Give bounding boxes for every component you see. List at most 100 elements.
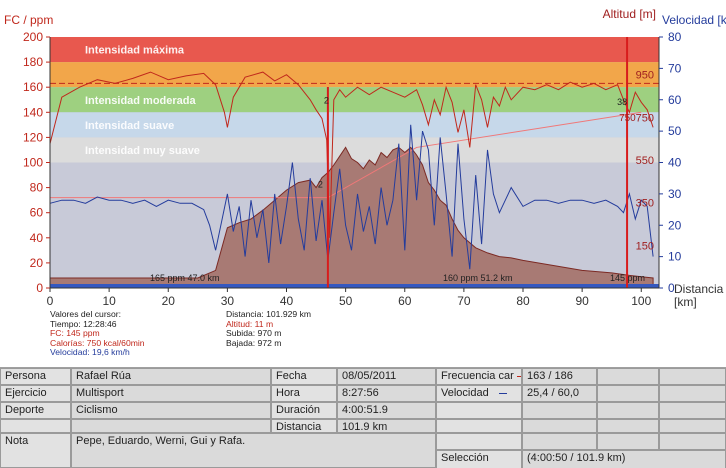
altitude-tick-label: 750 bbox=[636, 112, 654, 124]
duracion-label: Duración bbox=[271, 402, 337, 419]
blank-col4-row1 bbox=[597, 368, 659, 385]
blank-val-row4 bbox=[522, 419, 597, 433]
altitude-area bbox=[49, 146, 654, 289]
altitude-axis-title: Altitud [m] bbox=[603, 7, 656, 21]
distance-tick-label: 50 bbox=[339, 294, 353, 308]
blank-col3-row5 bbox=[436, 433, 522, 450]
hr-tick-label: 200 bbox=[23, 30, 43, 44]
cursor-calories: Calorías: 750 kcal/60min bbox=[50, 337, 145, 348]
cursor-distance: Distancia: 101.929 km bbox=[226, 309, 312, 319]
blank-col5-row2 bbox=[659, 385, 726, 402]
blank-col3-row4 bbox=[436, 419, 522, 433]
blank-col5-row3 bbox=[659, 402, 726, 419]
distancia-value: 101.9 km bbox=[337, 419, 436, 433]
hr-tick-label: 140 bbox=[23, 105, 43, 119]
distance-tick-label: 0 bbox=[47, 294, 54, 308]
distance-axis-title: Distancia bbox=[674, 282, 724, 296]
velocidad-value: 25,4 / 60,0 bbox=[522, 385, 597, 402]
deporte-value[interactable]: Ciclismo bbox=[71, 402, 271, 419]
hora-label: Hora bbox=[271, 385, 337, 402]
blank-col5-row4 bbox=[659, 419, 726, 433]
distance-tick-label: 60 bbox=[398, 294, 412, 308]
hr-tick-label: 40 bbox=[30, 231, 44, 245]
speed-tick-label: 40 bbox=[668, 156, 682, 170]
velocidad-label: Velocidad bbox=[436, 385, 522, 402]
hora-value[interactable]: 8:27:56 bbox=[337, 385, 436, 402]
fecha-label: Fecha bbox=[271, 368, 337, 385]
blank-col5-row5 bbox=[659, 433, 726, 450]
lap-label: 160 ppm 51.2 km bbox=[443, 273, 513, 283]
seleccion-value: (4:00:50 / 101.9 km) bbox=[522, 450, 726, 468]
speed-tick-label: 10 bbox=[668, 250, 682, 264]
zone-band bbox=[50, 87, 659, 113]
cursor-speed: Velocidad: 19,6 km/h bbox=[50, 347, 130, 358]
zone-label: Intensidad suave bbox=[85, 120, 174, 132]
speed-tick-label: 30 bbox=[668, 187, 682, 201]
frecuencia-value: 163 / 186 bbox=[522, 368, 597, 385]
hr-axis-title: FC / ppm bbox=[4, 13, 53, 27]
duracion-value: 4:00:51.9 bbox=[337, 402, 436, 419]
persona-value[interactable]: Rafael Rúa bbox=[71, 368, 271, 385]
blank-label-row4 bbox=[0, 419, 71, 433]
blank-col3-row3 bbox=[436, 402, 522, 419]
cursor-time: Tiempo: 12:28:46 bbox=[50, 318, 117, 329]
cursor-values-panel: Valores del cursor: Tiempo: 12:28:46 FC:… bbox=[50, 309, 350, 362]
altitude-tick-label: 950 bbox=[636, 70, 654, 82]
distance-tick-label: 30 bbox=[221, 294, 235, 308]
summary-panel: Persona Rafael Rúa Ejercicio Multisport … bbox=[0, 367, 726, 468]
distance-tick-label: 100 bbox=[631, 294, 651, 308]
blank-col4-row3 bbox=[597, 402, 659, 419]
zone-band bbox=[50, 112, 659, 138]
speed-tick-label: 70 bbox=[668, 61, 682, 75]
zone-band bbox=[50, 137, 659, 163]
frecuencia-label: Frecuencia car bbox=[436, 368, 522, 385]
distance-tick-label: 80 bbox=[516, 294, 530, 308]
hr-tick-label: 0 bbox=[36, 281, 43, 295]
lap-connection-line bbox=[50, 111, 642, 199]
speed-tick-label: 60 bbox=[668, 93, 682, 107]
cursor-descent: Bajada: 972 m bbox=[226, 337, 282, 348]
distance-tick-label: 20 bbox=[162, 294, 176, 308]
blank-value-row4 bbox=[71, 419, 271, 433]
hr-tick-label: 100 bbox=[23, 156, 43, 170]
zone-label: Intensidad moderada bbox=[85, 95, 197, 107]
blank-col5-row1 bbox=[659, 368, 726, 385]
hr-tick-label: 120 bbox=[23, 130, 43, 144]
ejercicio-value[interactable]: Multisport bbox=[71, 385, 271, 402]
hr-tick-label: 60 bbox=[30, 206, 44, 220]
exercise-chart[interactable]: Intensidad máxima Intensidad moderada Inte… bbox=[0, 0, 726, 310]
marker-label: 750 bbox=[619, 113, 636, 124]
speed-legend-line-icon bbox=[498, 392, 507, 394]
distancia-label: Distancia bbox=[271, 419, 337, 433]
deporte-label: Deporte bbox=[0, 402, 71, 419]
blank-val-row5 bbox=[522, 433, 597, 450]
altitude-tick-label: 550 bbox=[636, 155, 654, 167]
lap-number: 2 bbox=[318, 180, 323, 190]
altitude-tick-label: 150 bbox=[636, 240, 654, 252]
zone-label: Intensidad máxima bbox=[85, 45, 185, 57]
blank-col4-row4 bbox=[597, 419, 659, 433]
altitude-tick-label: 350 bbox=[636, 198, 654, 210]
distance-axis-unit: [km] bbox=[674, 295, 697, 309]
speed-tick-label: 20 bbox=[668, 218, 682, 232]
speed-tick-label: 50 bbox=[668, 124, 682, 138]
marker-label: 38 bbox=[617, 97, 627, 107]
hr-tick-label: 180 bbox=[23, 55, 43, 69]
seleccion-label: Selección bbox=[436, 450, 522, 468]
velocidad-label-text: Velocidad bbox=[441, 387, 489, 399]
cursor-title: Valores del cursor: bbox=[50, 309, 122, 319]
lap-stripe bbox=[50, 284, 659, 288]
distance-tick-label: 70 bbox=[457, 294, 471, 308]
hr-tick-label: 80 bbox=[30, 181, 44, 195]
frecuencia-label-text: Frecuencia car bbox=[441, 370, 514, 382]
zone-label: Intensidad muy suave bbox=[85, 145, 200, 157]
fecha-value[interactable]: 08/05/2011 bbox=[337, 368, 436, 385]
lap-number: 2 bbox=[324, 96, 329, 106]
blank-col4-row2 bbox=[597, 385, 659, 402]
zone-band bbox=[50, 37, 659, 63]
speed-axis-title: Velocidad [k bbox=[662, 13, 726, 27]
blank-col4-row5 bbox=[597, 433, 659, 450]
persona-label: Persona bbox=[0, 368, 71, 385]
nota-value[interactable]: Pepe, Eduardo, Werni, Gui y Rafa. bbox=[71, 433, 436, 468]
